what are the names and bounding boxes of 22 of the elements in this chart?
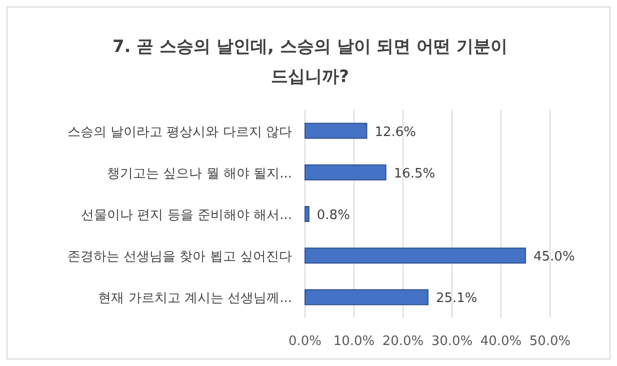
y-tick-label: 선물이나 편지 등을 준비해야 해서... — [81, 208, 292, 223]
bar — [304, 248, 526, 264]
x-tick-label: 50.0% — [529, 334, 571, 349]
bar — [304, 289, 428, 306]
data-label: 25.1% — [436, 291, 478, 306]
y-tick-label: 챙기고는 싶으나 뭘 해야 될지... — [107, 166, 292, 182]
data-label: 0.8% — [316, 208, 350, 223]
y-tick-label: 현재 가르치고 계시는 선생님께... — [98, 291, 292, 306]
y-tick-label: 스승의 날이라고 평상시와 다르지 않다 — [67, 124, 292, 140]
y-tick-label: 존경하는 선생님을 찾아 뵙고 싶어진다 — [67, 250, 292, 265]
data-label: 12.6% — [374, 124, 416, 140]
x-tick-label: 30.0% — [431, 334, 473, 349]
data-label: 45.0% — [534, 250, 575, 265]
x-tick-label: 0.0% — [288, 334, 322, 349]
chart-title: 7. 곧 스승의 날인데, 스승의 날이 되면 어떤 기분이 드십니까? — [112, 37, 508, 87]
x-tick-label: 40.0% — [480, 334, 522, 349]
data-label: 16.5% — [394, 166, 436, 182]
bar — [304, 164, 386, 180]
x-tick-label: 20.0% — [382, 334, 424, 349]
bar — [304, 206, 310, 222]
bar — [304, 122, 368, 139]
x-tick-label: 10.0% — [333, 334, 375, 349]
